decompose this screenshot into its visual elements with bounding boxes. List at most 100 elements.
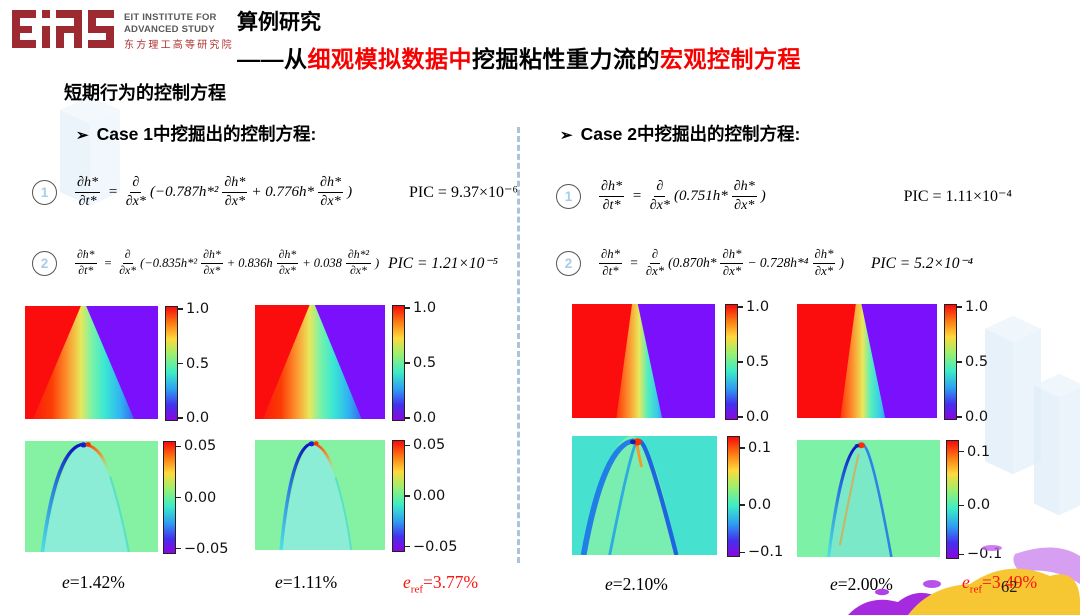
- heatmap-case1-eq1-h: 1.0 0.5 0.0: [25, 301, 209, 426]
- equation-number-badge: 1: [32, 179, 57, 205]
- institute-name-cn: 东方理工高等研究院: [124, 39, 234, 51]
- colorbar: 0.1 0.0 −0.1: [946, 440, 1002, 562]
- colorbar: 1.0 0.5 0.0: [944, 299, 988, 425]
- institute-name-en-2: ADVANCED STUDY: [124, 24, 215, 36]
- error-subscript: ref: [410, 583, 423, 596]
- case1-equation-2: 2 ∂h* ∂t* = ∂ ∂x* (−0.835h*² ∂h* ∂x* + 0.836h ∂…: [32, 238, 532, 288]
- case2-heading: ➢ Case 2中挖掘出的控制方程:: [560, 121, 800, 146]
- case1-equation-1: 1 ∂h* ∂t* = ∂ ∂x* (−0.787h*² ∂h* ∂x* + 0.776h*…: [32, 166, 524, 218]
- error-value: =1.11%: [282, 572, 338, 592]
- case2-equation-2: 2 ∂h* ∂t* = ∂ ∂x* (0.870h* ∂h* ∂x* − 0.728h*⁴ ∂…: [556, 238, 1036, 288]
- colorbar-tick: 1.0: [405, 300, 436, 316]
- corner-decoration: [848, 545, 1080, 615]
- colorbar-tick: 1.0: [178, 301, 209, 317]
- error-value: =1.42%: [69, 572, 125, 592]
- equation-body: ∂h* ∂t* = ∂ ∂x* (−0.787h*² ∂h* ∂x* + 0.776h* ∂h…: [75, 174, 353, 209]
- colorbar-tick: 0.00: [405, 488, 445, 504]
- case1-heading: ➢ Case 1中挖掘出的控制方程:: [76, 121, 316, 146]
- equation-body: ∂h* ∂t* = ∂ ∂x* (0.870h* ∂h* ∂x* − 0.728h*⁴ ∂h*…: [599, 246, 844, 278]
- colorbar-tick: 1.0: [957, 299, 988, 315]
- column-divider: [517, 127, 520, 563]
- heatmap-case2-eq1-h: 1.0 0.5 0.0: [572, 299, 769, 425]
- case2-equation-1: 1 ∂h* ∂t* = ∂ ∂x* (0.751h* ∂h* ∂x*) PIC = 1.1…: [556, 170, 1026, 222]
- colorbar-tick: −0.05: [176, 541, 228, 557]
- error-value: =3.77%: [423, 572, 479, 592]
- error-value: =2.00%: [837, 574, 893, 594]
- slide-title-line2: ——从细观模拟数据中挖掘粘性重力流的宏观控制方程: [237, 40, 801, 74]
- colorbar-tick: −0.1: [740, 544, 783, 560]
- heatmap-case1-eq2-h: 1.0 0.5 0.0: [255, 300, 436, 426]
- colorbar-tick: 0.5: [178, 356, 209, 372]
- equation-number-badge: 2: [556, 250, 581, 276]
- institute-name-en-1: EIT INSTITUTE FOR: [124, 12, 217, 23]
- colorbar: 0.1 0.0 −0.1: [727, 436, 783, 560]
- case1-heading-text: Case 1中挖掘出的控制方程:: [96, 124, 317, 144]
- colorbar-tick: 0.00: [176, 490, 216, 506]
- title-segment-red: 宏观控制方程: [660, 46, 801, 72]
- slide-title: 算例研究 ——从细观模拟数据中挖掘粘性重力流的宏观控制方程: [237, 6, 801, 74]
- colorbar-tick: 0.5: [405, 355, 436, 371]
- heatmap-case2-eq1-error: 0.1 0.0 −0.1: [572, 436, 783, 560]
- error-variable: e: [62, 572, 70, 592]
- error-value: =2.10%: [612, 574, 668, 594]
- title-segment-red: 细观模拟数据中: [307, 46, 472, 72]
- error-value: =3.49%: [982, 572, 1038, 592]
- eias-logo-mark: [12, 10, 114, 48]
- cube-watermark: [1034, 373, 1080, 516]
- pic-value: PIC = 1.11×10⁻⁴: [903, 188, 1012, 205]
- title-segment: ——从: [237, 46, 308, 72]
- error-case2-eq1: e=2.10%: [605, 574, 668, 595]
- error-case2-eq2: e=2.00%: [830, 574, 893, 595]
- colorbar-tick: 0.1: [740, 440, 771, 456]
- error-variable: e: [605, 574, 613, 594]
- colorbar-tick: 0.5: [738, 354, 769, 370]
- error-variable: e: [830, 574, 838, 594]
- error-variable: e: [275, 572, 283, 592]
- colorbar-tick: −0.05: [405, 539, 457, 555]
- colorbar-tick: 0.05: [176, 438, 216, 454]
- colorbar-tick: 0.5: [957, 354, 988, 370]
- colorbar-tick: 0.0: [178, 410, 209, 426]
- colorbar-tick: 0.05: [405, 437, 445, 453]
- page-number: 62: [1001, 577, 1018, 596]
- colorbar-tick: 0.1: [959, 444, 990, 460]
- error-variable: e: [403, 572, 411, 592]
- error-case2-ref: eref=3.49%: [962, 572, 1037, 596]
- pic-value: PIC = 5.2×10⁻⁴: [870, 254, 974, 272]
- colorbar-tick: 0.0: [405, 410, 436, 426]
- heatmap-case2-eq2-error: 0.1 0.0 −0.1: [797, 440, 1002, 562]
- colorbar-tick: 1.0: [738, 299, 769, 315]
- colorbar: 1.0 0.5 0.0: [165, 301, 209, 426]
- case2-heading-text: Case 2中挖掘出的控制方程:: [580, 124, 801, 144]
- equation-body: ∂h* ∂t* = ∂ ∂x* (0.751h* ∂h* ∂x*): [599, 178, 766, 213]
- colorbar-tick: 0.0: [957, 409, 988, 425]
- colorbar: 0.05 0.00 −0.05: [163, 438, 228, 557]
- section-subtitle: 短期行为的控制方程: [64, 83, 226, 103]
- bullet-arrow-icon: ➢: [76, 127, 89, 144]
- cube-watermark: [60, 96, 120, 206]
- error-subscript: ref: [969, 583, 982, 596]
- colorbar: 1.0 0.5 0.0: [392, 300, 436, 426]
- pic-value: PIC = 1.21×10⁻⁵: [388, 254, 498, 272]
- institute-name: EIT INSTITUTE FOR ADVANCED STUDY 东方理工高等研…: [124, 8, 234, 52]
- equation-body: ∂h* ∂t* = ∂ ∂x* (−0.835h*² ∂h* ∂x* + 0.836h ∂h*…: [75, 247, 380, 277]
- heatmap-case1-eq1-error: 0.05 0.00 −0.05: [25, 438, 228, 557]
- colorbar-tick: 0.0: [959, 497, 990, 513]
- equation-number-badge: 2: [32, 250, 57, 276]
- heatmap-case2-eq2-h: 1.0 0.5 0.0: [797, 299, 988, 425]
- error-variable: e: [962, 572, 970, 592]
- bullet-arrow-icon: ➢: [560, 127, 573, 144]
- colorbar: 1.0 0.5 0.0: [725, 299, 769, 425]
- title-segment: 挖掘粘性重力流的: [472, 46, 660, 72]
- error-case1-ref: eref=3.77%: [403, 572, 478, 596]
- heatmap-case1-eq2-error: 0.05 0.00 −0.05: [255, 437, 457, 555]
- colorbar: 0.05 0.00 −0.05: [392, 437, 457, 555]
- error-case1-eq2: e=1.11%: [275, 572, 337, 593]
- colorbar-tick: 0.0: [740, 497, 771, 513]
- equation-number-badge: 1: [556, 183, 581, 209]
- cube-watermark: [985, 315, 1041, 475]
- error-case1-eq1: e=1.42%: [62, 572, 125, 593]
- slide-title-line1: 算例研究: [237, 11, 321, 34]
- colorbar-tick: 0.0: [738, 409, 769, 425]
- pic-value: PIC = 9.37×10⁻⁶: [409, 184, 518, 201]
